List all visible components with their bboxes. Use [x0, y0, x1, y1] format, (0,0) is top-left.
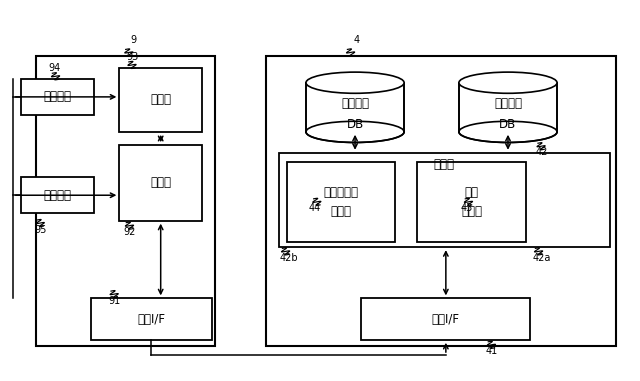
Text: 44: 44: [308, 203, 321, 213]
Bar: [119, 145, 202, 221]
Bar: [362, 298, 531, 340]
Text: 42: 42: [536, 147, 548, 157]
Text: 読取装置: 読取装置: [43, 90, 71, 103]
Text: 9: 9: [131, 35, 137, 45]
Text: 制御部: 制御部: [150, 176, 171, 189]
Bar: [20, 177, 94, 213]
Text: 管理部: 管理部: [461, 205, 482, 218]
Text: 店舗情報: 店舗情報: [494, 97, 522, 110]
Bar: [266, 56, 616, 346]
Bar: [91, 298, 212, 340]
Text: 92: 92: [124, 227, 136, 237]
Text: スキャナ: スキャナ: [43, 189, 71, 202]
Bar: [306, 83, 404, 132]
Bar: [459, 83, 557, 132]
Text: 43: 43: [460, 203, 472, 213]
Text: 4: 4: [354, 35, 360, 45]
Ellipse shape: [306, 72, 404, 93]
Text: 通信I/F: 通信I/F: [137, 312, 165, 326]
Text: 顧客情報: 顧客情報: [341, 97, 369, 110]
Text: 42b: 42b: [280, 253, 298, 263]
Bar: [278, 153, 610, 247]
Bar: [20, 79, 94, 115]
Text: レコメンド: レコメンド: [324, 186, 358, 199]
Text: 情報: 情報: [465, 186, 479, 199]
Bar: [119, 67, 202, 132]
Ellipse shape: [306, 121, 404, 142]
Text: 94: 94: [48, 63, 60, 73]
Bar: [417, 162, 526, 242]
Text: メモリ: メモリ: [150, 93, 171, 106]
Text: DB: DB: [346, 118, 364, 131]
Text: 95: 95: [35, 224, 47, 235]
Ellipse shape: [459, 72, 557, 93]
Text: DB: DB: [499, 118, 516, 131]
Text: 通信I/F: 通信I/F: [432, 312, 460, 326]
Text: 91: 91: [108, 296, 121, 306]
Text: 配信部: 配信部: [330, 205, 351, 218]
Text: 42a: 42a: [533, 253, 551, 263]
Text: 93: 93: [126, 52, 138, 62]
Ellipse shape: [459, 121, 557, 142]
Text: 制御部: 制御部: [434, 158, 455, 171]
Bar: [287, 162, 395, 242]
Bar: [36, 56, 215, 346]
Text: 41: 41: [486, 346, 498, 356]
